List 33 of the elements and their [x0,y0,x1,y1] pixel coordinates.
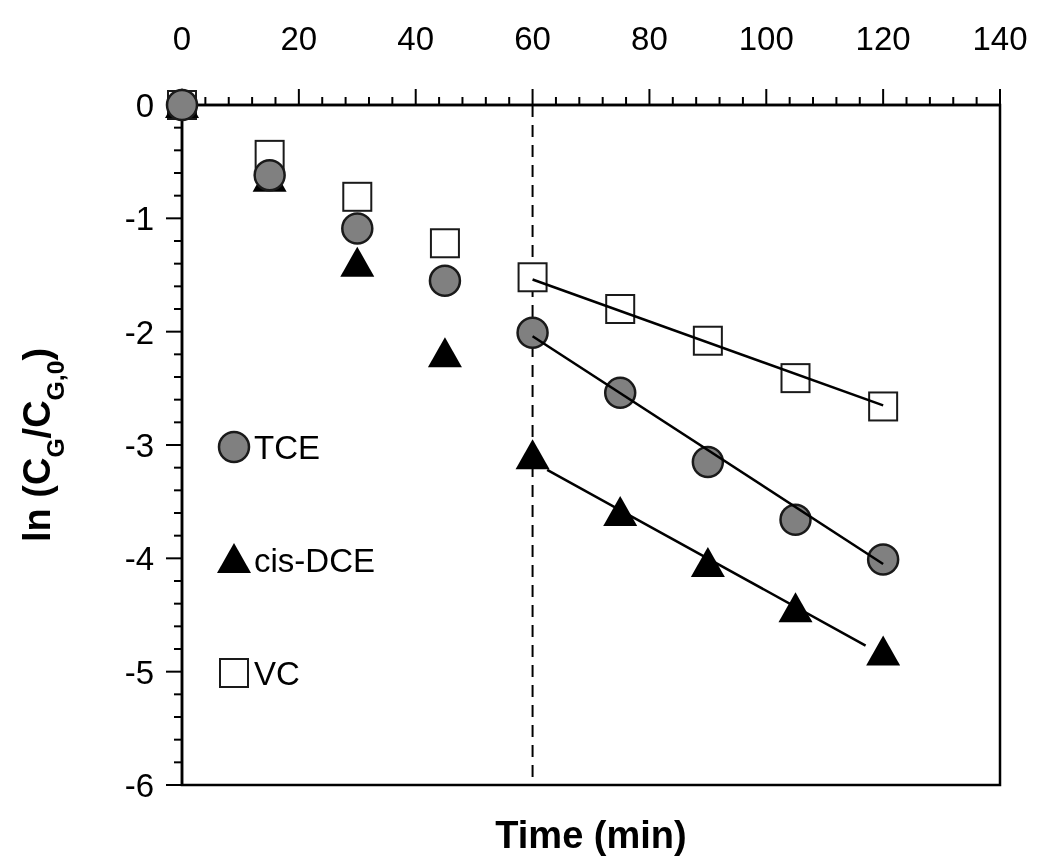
point [692,325,723,356]
legend-label: VC [254,655,300,692]
y-tick-label: -1 [124,200,154,238]
y-tick-label: 0 [135,87,154,124]
x-tick-label: 140 [972,20,1028,57]
y-tick-label: -5 [124,653,154,691]
x-axis-title: Time (min) [495,814,687,856]
x-tick-label: 20 [280,20,318,57]
x-tick-label: 40 [397,20,435,57]
legend-label: cis-DCE [254,542,375,579]
legend-label: TCE [254,429,320,466]
point [516,316,549,350]
point [866,543,900,576]
point [868,391,899,422]
point [342,181,373,212]
x-tick-label: 80 [631,20,668,57]
y-tick-label: -2 [124,313,154,351]
point [605,294,636,324]
y-tick-label: -4 [124,540,154,578]
x-tick-label: 60 [514,20,551,57]
point [780,363,811,394]
point [515,439,550,470]
point [428,264,462,297]
point [866,635,901,666]
point [517,262,548,293]
point [341,212,374,245]
point [429,228,460,259]
x-tick-label: 0 [172,20,192,57]
y-tick-label: -3 [124,427,154,464]
point [427,337,462,368]
x-tick-label: 120 [855,20,911,57]
y-tick-label: -6 [124,767,154,804]
x-tick-label: 100 [738,20,794,57]
